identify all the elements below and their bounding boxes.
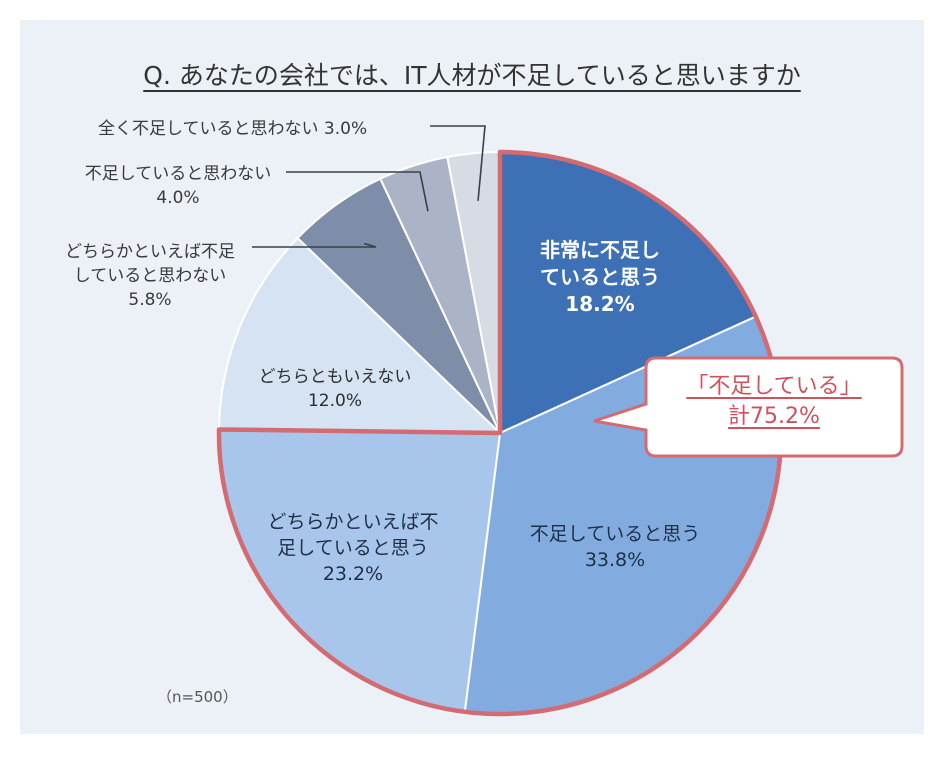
pie-slice-3	[218, 236, 503, 435]
leader-line-4	[252, 242, 377, 248]
chart-title: Q. あなたの会社では、IT人材が不足していると思いますか	[143, 61, 801, 90]
slice-value-1: 33.8%	[584, 549, 646, 571]
slice-label-6-line-1: 全く不足していると思わない	[98, 119, 319, 139]
slice-label-2-line-1: どちらかといえば不	[267, 511, 439, 533]
slice-label-2-line-2: 足していると思う	[277, 537, 429, 559]
callout-text: 「不足している」 計75.2%	[656, 372, 892, 432]
slice-label-1-line-1: 不足していると思う	[529, 523, 701, 545]
slice-label-4-line-2: していると思わない	[73, 266, 227, 286]
slice-value-4: 5.8%	[128, 290, 172, 310]
slice-label-0-line-2: ていると思う	[540, 265, 660, 289]
callout-bubble	[593, 356, 904, 458]
slice-label-5-line-1: 不足していると思わない	[84, 164, 272, 184]
leader-line-6	[430, 125, 486, 201]
slice-label-0-line-1: 非常に不足し	[540, 238, 660, 262]
sample-size: （n=500）	[157, 688, 238, 706]
slice-label-2: どちらかといえば不 足していると思う 23.2%	[248, 509, 458, 587]
slice-value-5: 4.0%	[156, 188, 200, 208]
slice-value-0: 18.2%	[565, 292, 635, 316]
slice-label-5: 不足していると思わない 4.0%	[68, 162, 288, 210]
slice-label-3: どちらともいえない 12.0%	[225, 365, 445, 413]
slice-label-6: 全く不足していると思わない 3.0%	[98, 117, 428, 141]
leader-line-5	[286, 171, 429, 212]
slice-label-0: 非常に不足し ていると思う 18.2%	[505, 237, 695, 318]
slice-label-1: 不足していると思う 33.8%	[505, 521, 725, 573]
callout-line-1: 「不足している」	[686, 374, 862, 399]
slice-value-2: 23.2%	[322, 563, 384, 585]
slice-value-6: 3.0%	[323, 119, 368, 139]
slice-label-4: どちらかといえば不足 していると思わない 5.8%	[45, 240, 255, 312]
callout-line-2: 計75.2%	[728, 404, 820, 429]
highlight-outline	[216, 149, 784, 717]
slice-label-3-line-1: どちらともいえない	[258, 367, 412, 387]
slice-label-4-line-1: どちらかといえば不足	[65, 242, 235, 262]
slice-value-3: 12.0%	[307, 391, 362, 411]
